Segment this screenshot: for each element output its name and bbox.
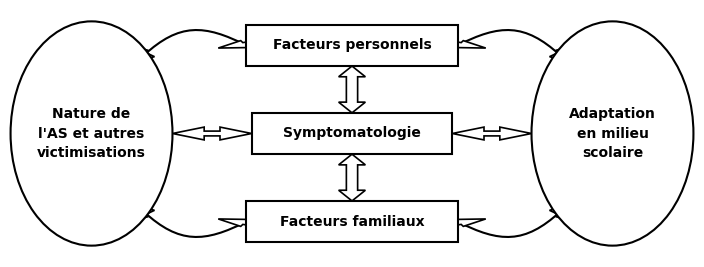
FancyBboxPatch shape (246, 25, 458, 66)
Polygon shape (550, 44, 581, 59)
Polygon shape (123, 208, 154, 223)
Polygon shape (449, 219, 486, 226)
Polygon shape (339, 66, 365, 113)
Polygon shape (449, 41, 486, 48)
Polygon shape (339, 154, 365, 201)
Ellipse shape (11, 21, 172, 246)
Polygon shape (218, 219, 255, 226)
Ellipse shape (532, 21, 693, 246)
FancyBboxPatch shape (252, 113, 453, 154)
Text: Facteurs personnels: Facteurs personnels (272, 38, 432, 52)
Polygon shape (123, 44, 154, 59)
Polygon shape (218, 41, 255, 48)
Polygon shape (550, 208, 581, 223)
Polygon shape (452, 127, 532, 140)
Text: Facteurs familiaux: Facteurs familiaux (279, 215, 425, 229)
Text: Nature de
l'AS et autres
victimisations: Nature de l'AS et autres victimisations (37, 107, 146, 160)
Text: Symptomatologie: Symptomatologie (283, 127, 421, 140)
Text: Adaptation
en milieu
scolaire: Adaptation en milieu scolaire (569, 107, 656, 160)
Polygon shape (172, 127, 252, 140)
FancyBboxPatch shape (246, 201, 458, 242)
